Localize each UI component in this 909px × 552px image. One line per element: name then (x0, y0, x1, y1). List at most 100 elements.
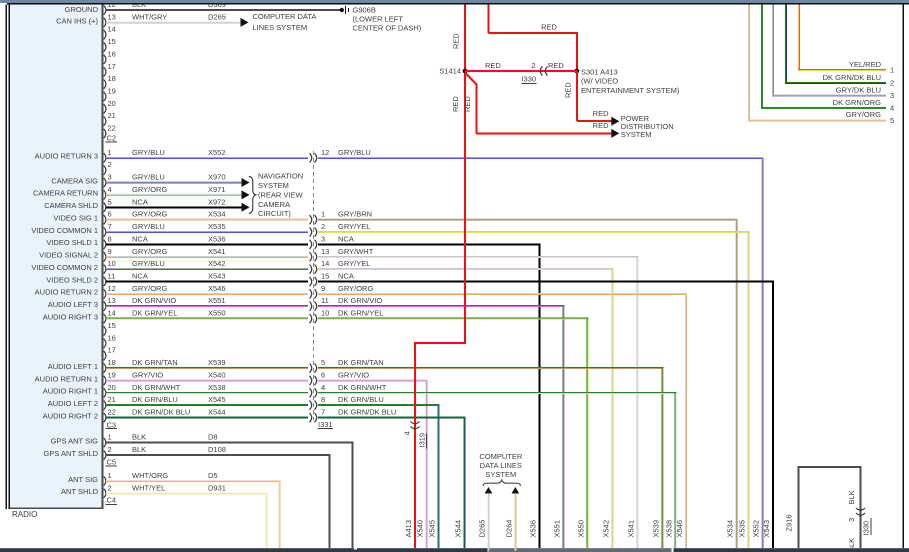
svg-text:D108: D108 (208, 445, 226, 454)
svg-text:GPS ANT SIG: GPS ANT SIG (51, 436, 99, 445)
svg-text:SYSTEM: SYSTEM (485, 470, 516, 479)
svg-text:RED: RED (485, 61, 501, 70)
svg-text:X535: X535 (208, 222, 226, 231)
svg-text:CAN IHS (+): CAN IHS (+) (56, 17, 98, 26)
svg-text:14: 14 (108, 309, 116, 318)
svg-text:GRY/ORG: GRY/ORG (132, 185, 167, 194)
svg-text:AUDIO LEFT 3: AUDIO LEFT 3 (48, 300, 98, 309)
svg-text:DK GRN/YEL: DK GRN/YEL (338, 309, 383, 318)
svg-text:D931: D931 (208, 483, 226, 492)
svg-text:X546: X546 (675, 520, 684, 538)
svg-text:Z916: Z916 (785, 514, 794, 531)
svg-text:4: 4 (890, 104, 894, 113)
svg-text:GRY/YEL: GRY/YEL (338, 259, 370, 268)
svg-text:DISTRIBUTION: DISTRIBUTION (621, 122, 674, 131)
svg-text:AUDIO RIGHT 3: AUDIO RIGHT 3 (43, 312, 98, 321)
svg-text:CIRCUIT): CIRCUIT) (258, 209, 291, 218)
svg-text:D264: D264 (504, 520, 513, 538)
svg-text:COMPUTER: COMPUTER (479, 452, 523, 461)
svg-text:AUDIO RETURN 2: AUDIO RETURN 2 (35, 288, 98, 297)
svg-text:DK GRN/DK BLU: DK GRN/DK BLU (338, 408, 396, 417)
svg-text:16: 16 (108, 333, 116, 342)
svg-text:5: 5 (321, 358, 325, 367)
svg-text:14: 14 (108, 25, 116, 34)
svg-text:NCA: NCA (132, 272, 148, 281)
svg-text:X539: X539 (651, 520, 660, 538)
svg-text:10: 10 (321, 309, 329, 318)
svg-text:19: 19 (108, 87, 116, 96)
svg-text:RED: RED (452, 33, 461, 49)
svg-text:5: 5 (890, 116, 894, 125)
svg-text:RED: RED (541, 23, 557, 32)
svg-text:12: 12 (321, 148, 329, 157)
svg-text:9: 9 (108, 247, 112, 256)
svg-text:AUDIO LEFT 2: AUDIO LEFT 2 (48, 399, 98, 408)
svg-text:D8: D8 (208, 433, 218, 442)
svg-text:4: 4 (403, 431, 412, 435)
svg-text:1: 1 (108, 471, 112, 480)
svg-text:2: 2 (108, 483, 112, 492)
svg-text:LINES SYSTEM: LINES SYSTEM (253, 23, 308, 32)
svg-text:C4: C4 (107, 496, 117, 505)
svg-text:CENTER OF DASH): CENTER OF DASH) (353, 24, 422, 33)
svg-text:8: 8 (321, 395, 325, 404)
svg-text:X534: X534 (725, 520, 734, 538)
svg-text:AUDIO LEFT 1: AUDIO LEFT 1 (48, 362, 98, 371)
svg-text:2: 2 (531, 61, 535, 70)
svg-text:X542: X542 (208, 259, 226, 268)
svg-text:21: 21 (108, 111, 116, 120)
svg-text:GRY/ORG: GRY/ORG (132, 284, 167, 293)
svg-text:X536: X536 (528, 520, 537, 538)
svg-text:SYSTEM: SYSTEM (621, 130, 652, 139)
svg-text:DK GRN/VIO: DK GRN/VIO (132, 296, 176, 305)
svg-text:DATA LINES: DATA LINES (480, 461, 522, 470)
svg-text:17: 17 (108, 62, 116, 71)
svg-text:GRY/BLU: GRY/BLU (338, 148, 371, 157)
svg-text:GRY/ORG: GRY/ORG (338, 284, 373, 293)
svg-text:AUDIO RETURN 3: AUDIO RETURN 3 (35, 152, 98, 161)
svg-text:X551: X551 (208, 296, 226, 305)
svg-text:6: 6 (321, 371, 325, 380)
svg-text:COMPUTER DATA: COMPUTER DATA (253, 12, 317, 21)
svg-text:22: 22 (108, 124, 116, 133)
svg-text:X536: X536 (208, 234, 226, 243)
svg-text:D309: D309 (208, 0, 226, 9)
svg-text:GRY/ORG: GRY/ORG (846, 110, 881, 119)
svg-text:X541: X541 (208, 247, 226, 256)
svg-text:10: 10 (108, 259, 116, 268)
svg-text:X538: X538 (664, 520, 673, 538)
svg-text:3: 3 (321, 234, 325, 243)
svg-text:C5: C5 (107, 457, 117, 466)
svg-text:VIDEO SHLD 1: VIDEO SHLD 1 (46, 238, 98, 247)
svg-text:BLK: BLK (847, 538, 856, 552)
svg-text:7: 7 (108, 222, 112, 231)
svg-text:GRY/VIO: GRY/VIO (132, 371, 163, 380)
svg-text:RED: RED (593, 109, 609, 118)
svg-text:1: 1 (890, 66, 894, 75)
svg-text:3: 3 (847, 518, 856, 522)
svg-text:X538: X538 (208, 383, 226, 392)
svg-text:5: 5 (108, 197, 112, 206)
svg-text:WHT/ORG: WHT/ORG (132, 471, 168, 480)
svg-text:WHT/GRY: WHT/GRY (132, 12, 167, 21)
svg-text:GRY/VIO: GRY/VIO (338, 371, 369, 380)
svg-text:GRY/YEL: GRY/YEL (338, 222, 370, 231)
svg-text:X552: X552 (751, 520, 760, 538)
svg-text:RED: RED (593, 121, 609, 130)
svg-text:1: 1 (321, 210, 325, 219)
svg-text:X552: X552 (208, 148, 226, 157)
svg-text:X543: X543 (762, 520, 771, 538)
svg-text:GPS ANT SHLD: GPS ANT SHLD (44, 449, 99, 458)
svg-text:19: 19 (108, 371, 116, 380)
svg-text:SYSTEM: SYSTEM (258, 181, 289, 190)
svg-text:15: 15 (321, 272, 329, 281)
svg-text:13: 13 (108, 12, 116, 21)
svg-text:DK GRN/WHT: DK GRN/WHT (132, 383, 181, 392)
svg-text:NCA: NCA (132, 197, 148, 206)
svg-text:X545: X545 (427, 520, 436, 538)
svg-text:I319: I319 (418, 433, 427, 448)
svg-text:(LOWER LEFT: (LOWER LEFT (353, 14, 404, 23)
svg-text:BLK: BLK (132, 0, 146, 9)
svg-text:CAMERA RETURN: CAMERA RETURN (33, 189, 98, 198)
svg-text:RED: RED (463, 96, 472, 112)
